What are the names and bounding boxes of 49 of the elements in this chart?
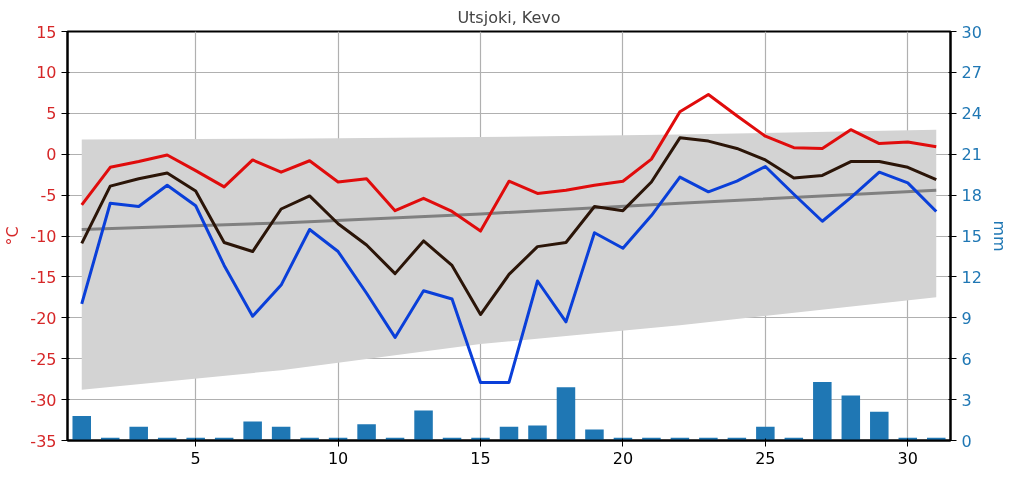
x-tick-label: 10 <box>327 448 349 468</box>
y-tick-label: 5 <box>46 104 57 124</box>
y-tick-label: -30 <box>30 390 57 410</box>
y2-tick-label: 24 <box>961 104 982 124</box>
line-series <box>80 136 938 317</box>
y2-tick-label: 18 <box>961 186 982 206</box>
x-tick-label: 30 <box>897 448 918 468</box>
y2-tick-label: 15 <box>961 227 982 246</box>
x-tick-label: 25 <box>755 448 776 468</box>
bar <box>585 429 604 441</box>
bar <box>72 415 91 441</box>
y2-tick-label: 30 <box>961 22 982 42</box>
x-tick-label: 20 <box>612 448 634 468</box>
bar <box>414 410 433 441</box>
y-tick-label: -35 <box>30 431 57 451</box>
bar <box>243 421 262 441</box>
y-tick-label: -20 <box>30 308 57 328</box>
y-axis-title: °C <box>3 226 23 246</box>
y2-tick-label: 6 <box>961 349 972 369</box>
y-tick-label: -5 <box>40 186 57 206</box>
line-series <box>80 164 938 384</box>
y-tick-label: -15 <box>30 267 57 287</box>
y2-tick-label: 0 <box>961 431 972 451</box>
line-series <box>80 188 938 231</box>
y2-axis-title: mm <box>989 220 1009 252</box>
bar <box>129 426 148 441</box>
x-tick-label: 15 <box>470 448 491 468</box>
bar <box>499 426 519 441</box>
chart-title: Utsjoki, Kevo <box>457 7 561 27</box>
y2-tick-label: 27 <box>961 63 982 83</box>
y2-tick-label: 21 <box>961 145 982 165</box>
x-tick-label: 5 <box>190 448 201 468</box>
bar <box>841 395 861 441</box>
bar <box>756 426 775 441</box>
bar <box>528 425 547 441</box>
bar <box>813 381 832 441</box>
bar <box>556 387 576 441</box>
line-series <box>80 92 938 233</box>
bar <box>357 424 376 441</box>
y-tick-label: 10 <box>36 63 57 83</box>
y2-tick-label: 9 <box>961 308 972 328</box>
y-tick-label: 0 <box>46 145 57 165</box>
y2-tick-label: 12 <box>961 267 982 287</box>
bar <box>271 426 291 441</box>
y-tick-label: 15 <box>36 22 57 42</box>
y-tick-label: -10 <box>30 227 57 246</box>
y-tick-label: -25 <box>30 349 57 369</box>
y2-tick-label: 3 <box>961 390 972 410</box>
bar <box>870 411 889 441</box>
